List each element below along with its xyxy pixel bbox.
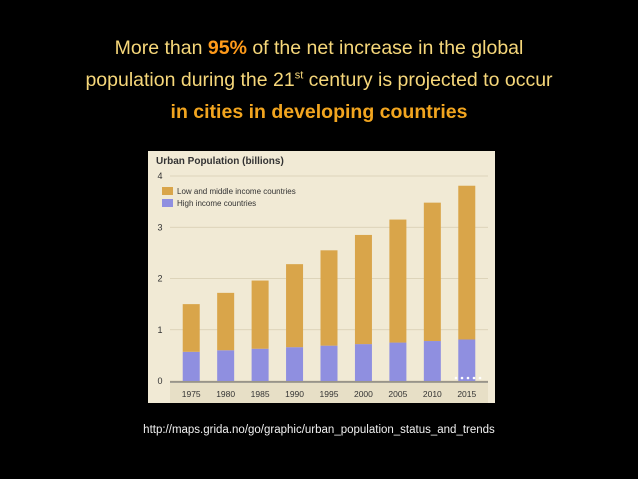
- legend-swatch-1: [162, 199, 173, 207]
- headline-line1-post: of the net increase in the global: [246, 37, 524, 59]
- bar-high-income-1975: [182, 351, 200, 381]
- x-tick-label-1985: 1985: [251, 389, 270, 399]
- headline-line2-pre: population during the 21: [85, 69, 295, 91]
- chart-axes: 0 1 2 3 4 1975 1980 1985 1990 1995 2000 2005 2010 201…: [157, 171, 488, 403]
- headline-line-1: More than 95% of the net increase in the…: [0, 32, 638, 64]
- projection-dot: [478, 376, 482, 380]
- x-tick-label-2000: 2000: [354, 389, 373, 399]
- y-tick-label-3: 3: [157, 222, 162, 232]
- bar-high-income-2000: [354, 344, 372, 381]
- source-link[interactable]: http://maps.grida.no/go/graphic/urban_po…: [143, 424, 495, 436]
- bar-low-middle-income-1990: [286, 264, 304, 348]
- bar-high-income-2015: [458, 339, 476, 381]
- y-tick-label-2: 2: [157, 274, 162, 284]
- bar-high-income-1995: [320, 345, 338, 381]
- x-axis-band: [170, 383, 488, 403]
- headline-line2-post: century is projected to occur: [303, 69, 553, 91]
- bar-low-middle-income-1995: [320, 250, 338, 346]
- x-tick-label-1980: 1980: [216, 389, 235, 399]
- y-tick-label-1: 1: [157, 325, 162, 335]
- projection-dot: [454, 376, 458, 380]
- headline-percentage: 95%: [207, 37, 247, 59]
- y-tick-label-0: 0: [157, 376, 162, 386]
- projection-dot: [460, 376, 464, 380]
- headline-superscript: st: [294, 69, 304, 82]
- legend-label-0: Low and middle income countries: [177, 187, 296, 196]
- bar-low-middle-income-2005: [389, 219, 407, 343]
- bar-high-income-2010: [423, 341, 441, 381]
- x-tick-label-1990: 1990: [285, 389, 304, 399]
- x-tick-label-2005: 2005: [388, 389, 407, 399]
- projection-dot: [472, 376, 476, 380]
- headline-line-3: in cities in developing countries: [170, 101, 468, 123]
- headline-line1-pre: More than: [114, 37, 208, 59]
- bar-high-income-2005: [389, 342, 407, 381]
- y-tick-label-4: 4: [157, 171, 162, 181]
- bar-high-income-1990: [286, 347, 304, 381]
- x-tick-label-1995: 1995: [320, 389, 339, 399]
- bar-high-income-1985: [251, 348, 269, 381]
- bar-low-middle-income-2000: [354, 234, 372, 345]
- bar-low-middle-income-1975: [182, 304, 200, 352]
- legend-label-1: High income countries: [177, 199, 256, 208]
- x-tick-label-2015: 2015: [457, 389, 476, 399]
- bar-low-middle-income-2015: [458, 185, 476, 340]
- chart-bars: [182, 185, 476, 381]
- legend-swatch-0: [162, 187, 173, 195]
- headline-line-2: population during the 21st century is pr…: [0, 64, 638, 96]
- x-tick-label-1975: 1975: [182, 389, 201, 399]
- bar-low-middle-income-2010: [423, 202, 441, 342]
- projection-dot: [466, 376, 470, 380]
- headline: More than 95% of the net increase in the…: [0, 32, 638, 128]
- urban-population-chart: 0 1 2 3 4 1975 1980 1985 1990 1995 2000 2005 2010 201…: [148, 151, 495, 403]
- bar-low-middle-income-1980: [217, 292, 235, 351]
- chart-title: Urban Population (billions): [156, 156, 284, 167]
- chart-canvas: 0 1 2 3 4 1975 1980 1985 1990 1995 2000 2005 2010 201…: [156, 156, 488, 403]
- bar-high-income-1980: [217, 350, 235, 381]
- x-tick-label-2010: 2010: [423, 389, 442, 399]
- bar-low-middle-income-1985: [251, 280, 269, 349]
- chart-legend: Low and middle income countries High inco…: [162, 187, 296, 208]
